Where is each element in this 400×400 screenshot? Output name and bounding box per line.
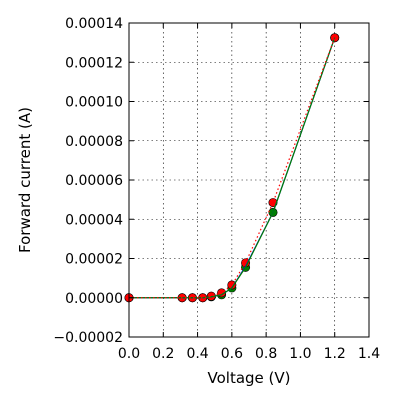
y-tick-label: 0.00008 <box>65 134 123 150</box>
series-line-2 <box>129 37 336 299</box>
y-tick-label: 0.00004 <box>65 212 123 228</box>
x-tick-label: 0.6 <box>221 346 243 362</box>
tick-labels: 0.0 0.2 0.4 0.6 0.8 1.0 1.2 1.4 −0.00002 0.00000 0… <box>53 16 380 362</box>
x-tick-label: 1.4 <box>358 346 380 362</box>
y-tick-label: 0.00006 <box>65 173 123 189</box>
x-tick-label: 1.0 <box>289 346 311 362</box>
x-tick-label: 0.0 <box>118 346 140 362</box>
data-point <box>330 33 340 43</box>
series-layer <box>124 33 340 303</box>
y-tick-label: 0.00014 <box>65 16 123 32</box>
x-tick-label: 0.8 <box>255 346 277 362</box>
ticks <box>128 22 370 338</box>
y-tick-label: 0.00000 <box>65 291 123 307</box>
y-tick-label: 0.00002 <box>65 252 123 268</box>
x-tick-label: 1.2 <box>324 346 346 362</box>
y-axis-label: Forward current (A) <box>16 107 34 253</box>
x-tick-label: 0.4 <box>186 346 208 362</box>
series-line-1 <box>129 37 336 299</box>
y-tick-label: 0.00012 <box>65 55 123 71</box>
x-axis-label: Voltage (V) <box>208 369 291 387</box>
grid <box>128 22 370 338</box>
x-tick-label: 0.2 <box>152 346 174 362</box>
data-point <box>227 280 237 290</box>
y-tick-label: 0.00010 <box>65 95 123 111</box>
y-tick-label: −0.00002 <box>53 330 123 346</box>
